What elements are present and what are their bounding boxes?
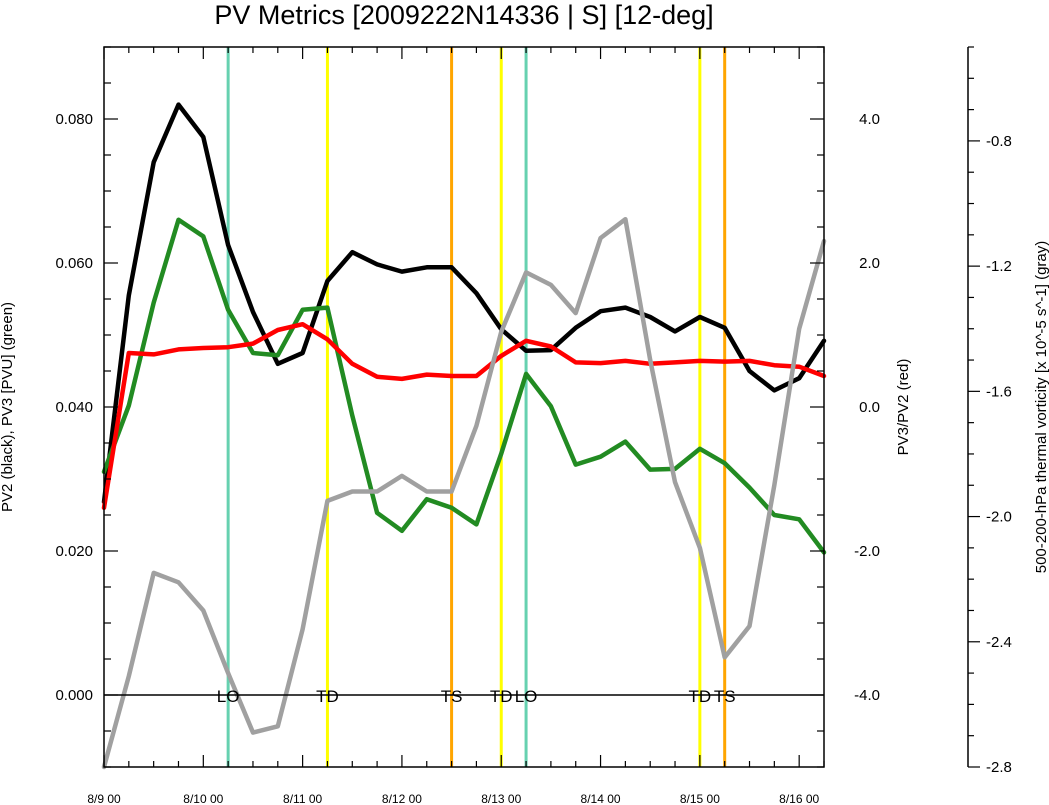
right-tick-label: 2.0 (859, 255, 880, 272)
left-tick-label: 0.020 (55, 543, 93, 560)
x-tick-label: 8/12 00 (382, 792, 422, 805)
stage-marker-label: TD (689, 687, 712, 706)
far-right-tick-label: -2.8 (986, 759, 1012, 776)
far-right-tick-label: -2.0 (986, 509, 1012, 526)
right-tick-label: 4.0 (859, 111, 880, 128)
right-tick-label: 0.0 (859, 399, 880, 416)
far-right-tick-label: -0.8 (986, 133, 1012, 150)
stage-marker-label: TS (714, 687, 736, 706)
x-tick-label: 8/9 00 (87, 792, 121, 805)
chart-title: PV Metrics [2009222N14336 | S] [12-deg] (214, 0, 713, 30)
x-tick-label: 8/16 00 (779, 792, 819, 805)
right-axis-label: PV3/PV2 (red) (895, 359, 912, 456)
left-tick-label: 0.060 (55, 255, 93, 272)
series-line (101, 321, 827, 511)
x-tick-label: 8/11 00 (283, 792, 322, 805)
far-right-tick-label: -2.4 (986, 634, 1012, 651)
far-right-tick-label: -1.2 (986, 258, 1012, 275)
stage-marker-label: TD (316, 687, 339, 706)
stage-labels: LO TD TS TD LO TD TS (217, 687, 736, 706)
series-lines (101, 102, 827, 770)
left-tick-label: 0.040 (55, 399, 93, 416)
far-right-axis-label: 500-200-hPa thermal vorticity [x 10^-5 s… (1033, 241, 1049, 574)
stage-marker-label: TS (441, 687, 463, 706)
series-line (101, 102, 827, 505)
stage-marker-label: TD (490, 687, 513, 706)
left-tick-label: 0.000 (55, 687, 93, 704)
far-right-tick-label: -1.6 (986, 383, 1012, 400)
x-tick-label: 8/15 00 (680, 792, 720, 805)
x-tick-label: 8/10 00 (183, 792, 223, 805)
series-line (101, 217, 827, 555)
right-tick-label: -4.0 (854, 687, 880, 704)
x-tick-label: 8/13 00 (481, 792, 521, 805)
stage-marker-label: LO (217, 687, 240, 706)
left-tick-label: 0.080 (55, 111, 93, 128)
series-line (101, 216, 827, 770)
plot-frame (103, 46, 825, 768)
axes: 8/9 00 8/10 00 8/11 00 8/12 00 8/13 00 8/14 0… (55, 46, 1012, 805)
left-axis-label: PV2 (black), PV3 [PVU] (green) (0, 302, 16, 512)
right-tick-label: -2.0 (854, 543, 880, 560)
stage-marker-label: LO (515, 687, 538, 706)
stage-markers (226, 47, 727, 767)
x-tick-label: 8/14 00 (581, 792, 621, 805)
